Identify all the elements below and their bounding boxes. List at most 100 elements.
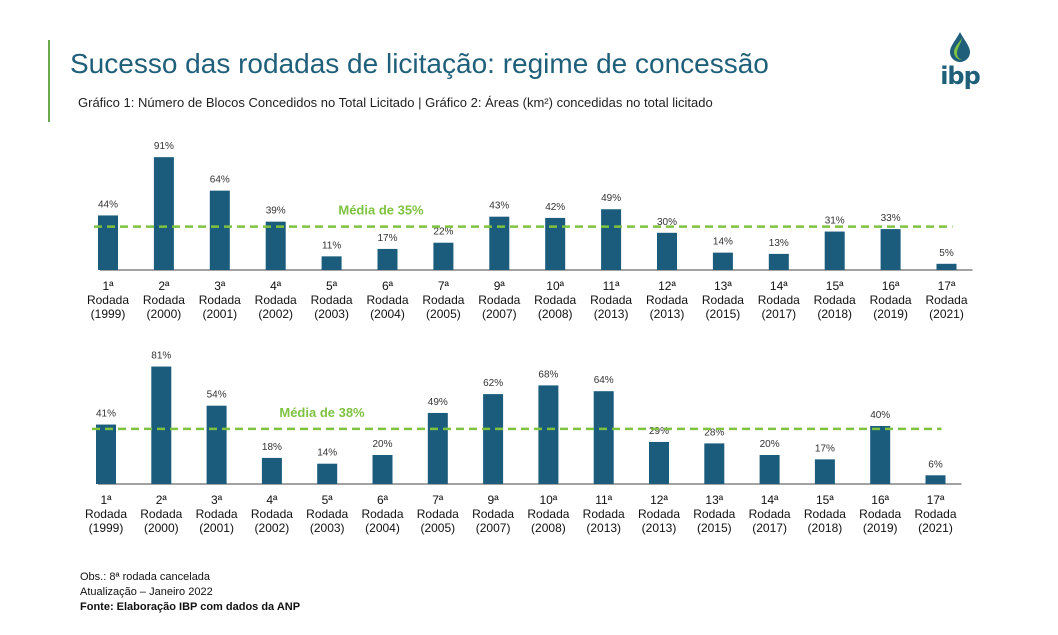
category-label: 12ª: [658, 279, 676, 293]
bar: [153, 157, 174, 270]
chart-areas-conceded: 41%1ªRodada(1999)81%2ªRodada(2000)54%3ªR…: [85, 351, 962, 535]
category-label: (2021): [929, 307, 964, 321]
category-label: 4ª: [270, 279, 282, 293]
page-title: Sucesso das rodadas de licitação: regime…: [70, 48, 769, 79]
data-label: 14%: [317, 448, 337, 459]
category-label: 7ª: [438, 279, 450, 293]
category-label: Rodada: [914, 507, 956, 521]
ibp-logo: ibp: [938, 30, 982, 90]
bar: [814, 459, 835, 484]
data-label: 20%: [760, 439, 780, 450]
data-label: 17%: [815, 443, 835, 454]
category-label: 5ª: [322, 493, 334, 507]
category-label: Rodada: [590, 293, 632, 307]
category-label: 10ª: [546, 279, 564, 293]
data-label: 64%: [210, 175, 230, 186]
category-label: (2015): [706, 307, 741, 321]
category-label: (1999): [89, 521, 124, 535]
category-label: (2018): [817, 307, 852, 321]
bar: [925, 475, 946, 484]
bar: [321, 256, 342, 270]
category-label: Rodada: [196, 507, 238, 521]
bar: [759, 455, 780, 484]
category-label: Rodada: [646, 293, 688, 307]
category-label: 16ª: [871, 493, 889, 507]
bar: [936, 263, 957, 270]
category-label: Rodada: [534, 293, 576, 307]
bar: [317, 463, 338, 484]
data-label: 5%: [939, 248, 954, 259]
category-label: Rodada: [306, 507, 348, 521]
bar: [593, 391, 614, 484]
data-label: 6%: [928, 459, 943, 470]
data-label: 17%: [377, 233, 397, 244]
category-label: Rodada: [199, 293, 241, 307]
bar: [261, 457, 282, 484]
category-label: Rodada: [527, 507, 569, 521]
category-label: (2005): [426, 307, 461, 321]
category-label: (2017): [761, 307, 796, 321]
category-label: 14ª: [761, 493, 779, 507]
category-label: 15ª: [826, 279, 844, 293]
category-label: (2007): [476, 521, 511, 535]
bar: [377, 248, 398, 270]
data-label: 41%: [96, 409, 116, 420]
data-label: 49%: [428, 397, 448, 408]
data-label: 31%: [825, 216, 845, 227]
data-label: 62%: [483, 378, 503, 389]
category-label: 6ª: [377, 493, 389, 507]
bar: [657, 232, 677, 270]
bar: [712, 252, 733, 270]
category-label: 3ª: [211, 493, 223, 507]
category-label: Rodada: [87, 293, 129, 307]
category-label: (2015): [697, 521, 732, 535]
data-label: 11%: [322, 240, 341, 251]
category-label: (2002): [255, 521, 290, 535]
category-label: Rodada: [758, 293, 800, 307]
category-label: 2ª: [156, 493, 168, 507]
category-label: 6ª: [382, 279, 394, 293]
data-label: 54%: [207, 390, 227, 401]
data-label: 64%: [594, 375, 614, 386]
data-label: 20%: [372, 439, 392, 450]
category-label: Rodada: [472, 507, 514, 521]
category-label: Rodada: [422, 293, 464, 307]
bar: [206, 405, 227, 484]
category-label: Rodada: [702, 293, 744, 307]
category-label: 17ª: [938, 279, 956, 293]
category-label: (1999): [91, 307, 126, 321]
bar: [98, 215, 118, 270]
page-subtitle: Gráfico 1: Número de Blocos Concedidos n…: [78, 95, 713, 110]
data-label: 49%: [601, 193, 621, 204]
category-label: (2000): [144, 521, 179, 535]
category-label: Rodada: [814, 293, 856, 307]
data-label: 14%: [713, 237, 733, 248]
chart-blocks-conceded: 44%1ªRodada(1999)91%2ªRodada(2000)64%3ªR…: [87, 141, 973, 321]
footnotes: Obs.: 8ª rodada cancelada Atualização – …: [80, 570, 300, 615]
category-label: Rodada: [255, 293, 297, 307]
category-label: 1ª: [102, 279, 114, 293]
data-label: 44%: [98, 199, 118, 210]
category-label: 1ª: [100, 493, 112, 507]
bar: [601, 209, 622, 270]
data-label: 40%: [870, 410, 890, 421]
data-label: 68%: [538, 369, 558, 380]
category-label: 11ª: [595, 493, 612, 507]
data-label: 30%: [657, 217, 677, 228]
category-label: (2019): [873, 307, 908, 321]
category-label: (2004): [370, 307, 405, 321]
bar: [96, 424, 116, 484]
bar: [649, 441, 669, 484]
data-label: 28%: [704, 427, 724, 438]
category-label: Rodada: [638, 507, 680, 521]
category-label: Rodada: [85, 507, 127, 521]
category-label: (2001): [202, 307, 237, 321]
category-label: (2013): [594, 307, 629, 321]
category-label: 15ª: [816, 493, 834, 507]
category-label: 14ª: [770, 279, 788, 293]
category-label: Rodada: [693, 507, 735, 521]
category-label: Rodada: [859, 507, 901, 521]
category-label: (2003): [314, 307, 349, 321]
data-label: 43%: [489, 201, 509, 212]
data-label: 22%: [433, 227, 453, 238]
